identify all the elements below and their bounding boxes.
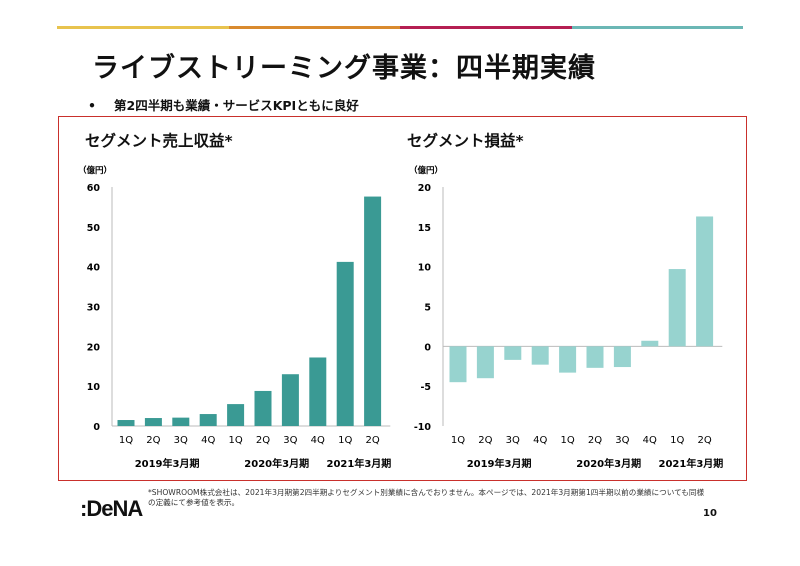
bar-segment-magenta	[400, 26, 572, 29]
bar	[476, 346, 494, 379]
y-tick-label: -10	[414, 422, 432, 433]
bar	[531, 346, 549, 365]
bar	[449, 346, 467, 383]
x-tick-label: 2Q	[588, 435, 602, 446]
x-tick-label: 1Q	[451, 435, 465, 446]
y-unit-label: （億円）	[78, 165, 112, 176]
bar	[641, 340, 659, 347]
bullet-point: • 第2四半期も業績・サービスKPIともに良好	[88, 95, 359, 114]
bar	[586, 346, 604, 368]
y-tick-label: 60	[87, 183, 101, 194]
x-tick-label: 1Q	[670, 435, 684, 446]
group-label: 2020年3月期	[244, 457, 309, 470]
page-number: 10	[703, 508, 717, 519]
x-tick-label: 4Q	[533, 435, 547, 446]
y-tick-label: 10	[418, 263, 432, 274]
group-label: 2019年3月期	[467, 457, 532, 470]
bar	[309, 357, 327, 426]
y-unit-label: （億円）	[409, 165, 443, 176]
group-label: 2019年3月期	[135, 457, 200, 470]
bar	[559, 346, 577, 373]
footnote: *SHOWROOM株式会社は、2021年3月期第2四半期よりセグメント別業績に含…	[148, 488, 705, 507]
x-tick-label: 3Q	[283, 435, 297, 446]
y-tick-label: 5	[424, 303, 431, 314]
bullet-mark: •	[88, 98, 96, 113]
y-tick-label: 50	[87, 223, 101, 234]
group-label: 2021年3月期	[327, 457, 392, 470]
bar	[336, 261, 354, 426]
bar-segment-orange	[228, 26, 400, 29]
bar	[364, 196, 382, 426]
x-tick-label: 4Q	[311, 435, 325, 446]
x-tick-label: 3Q	[506, 435, 520, 446]
page-title: ライブストリーミング事業：四半期実績	[92, 53, 596, 84]
bar	[117, 420, 135, 426]
bar	[696, 216, 714, 347]
bar-segment-teal	[571, 26, 743, 29]
bar	[504, 346, 522, 360]
group-label: 2020年3月期	[576, 457, 641, 470]
x-tick-label: 3Q	[174, 435, 188, 446]
chart-frame	[58, 116, 747, 481]
chart-title-profit: セグメント損益*	[407, 132, 524, 150]
y-tick-label: 10	[87, 382, 101, 393]
x-tick-label: 2Q	[256, 435, 270, 446]
x-tick-label: 2Q	[146, 435, 160, 446]
bar	[613, 346, 631, 368]
x-tick-label: 1Q	[119, 435, 133, 446]
bar	[668, 269, 686, 347]
y-tick-label: 15	[418, 223, 431, 234]
bar	[172, 417, 190, 426]
bar	[254, 390, 272, 426]
bar	[144, 418, 162, 426]
y-tick-label: -5	[420, 382, 431, 393]
x-tick-label: 3Q	[615, 435, 629, 446]
bar-segment-yellow	[57, 26, 229, 29]
y-tick-label: 40	[87, 263, 101, 274]
group-label: 2021年3月期	[659, 457, 724, 470]
y-tick-label: 0	[424, 342, 431, 353]
bullet-text: 第2四半期も業績・サービスKPIともに良好	[114, 98, 359, 113]
bar	[281, 374, 299, 426]
y-tick-label: 0	[93, 422, 100, 433]
bar	[227, 404, 245, 426]
y-tick-label: 20	[87, 342, 101, 353]
bar	[199, 414, 217, 426]
chart-title-revenue: セグメント売上収益*	[85, 132, 233, 150]
x-tick-label: 2Q	[365, 435, 379, 446]
y-tick-label: 20	[418, 183, 432, 194]
top-color-bar	[57, 26, 743, 29]
x-tick-label: 4Q	[643, 435, 657, 446]
x-tick-label: 4Q	[201, 435, 215, 446]
dena-logo: :DeNA	[80, 496, 143, 521]
x-tick-label: 1Q	[338, 435, 352, 446]
x-tick-label: 2Q	[697, 435, 711, 446]
x-tick-label: 1Q	[228, 435, 242, 446]
x-tick-label: 1Q	[560, 435, 574, 446]
x-tick-label: 2Q	[478, 435, 492, 446]
y-tick-label: 30	[87, 303, 101, 314]
